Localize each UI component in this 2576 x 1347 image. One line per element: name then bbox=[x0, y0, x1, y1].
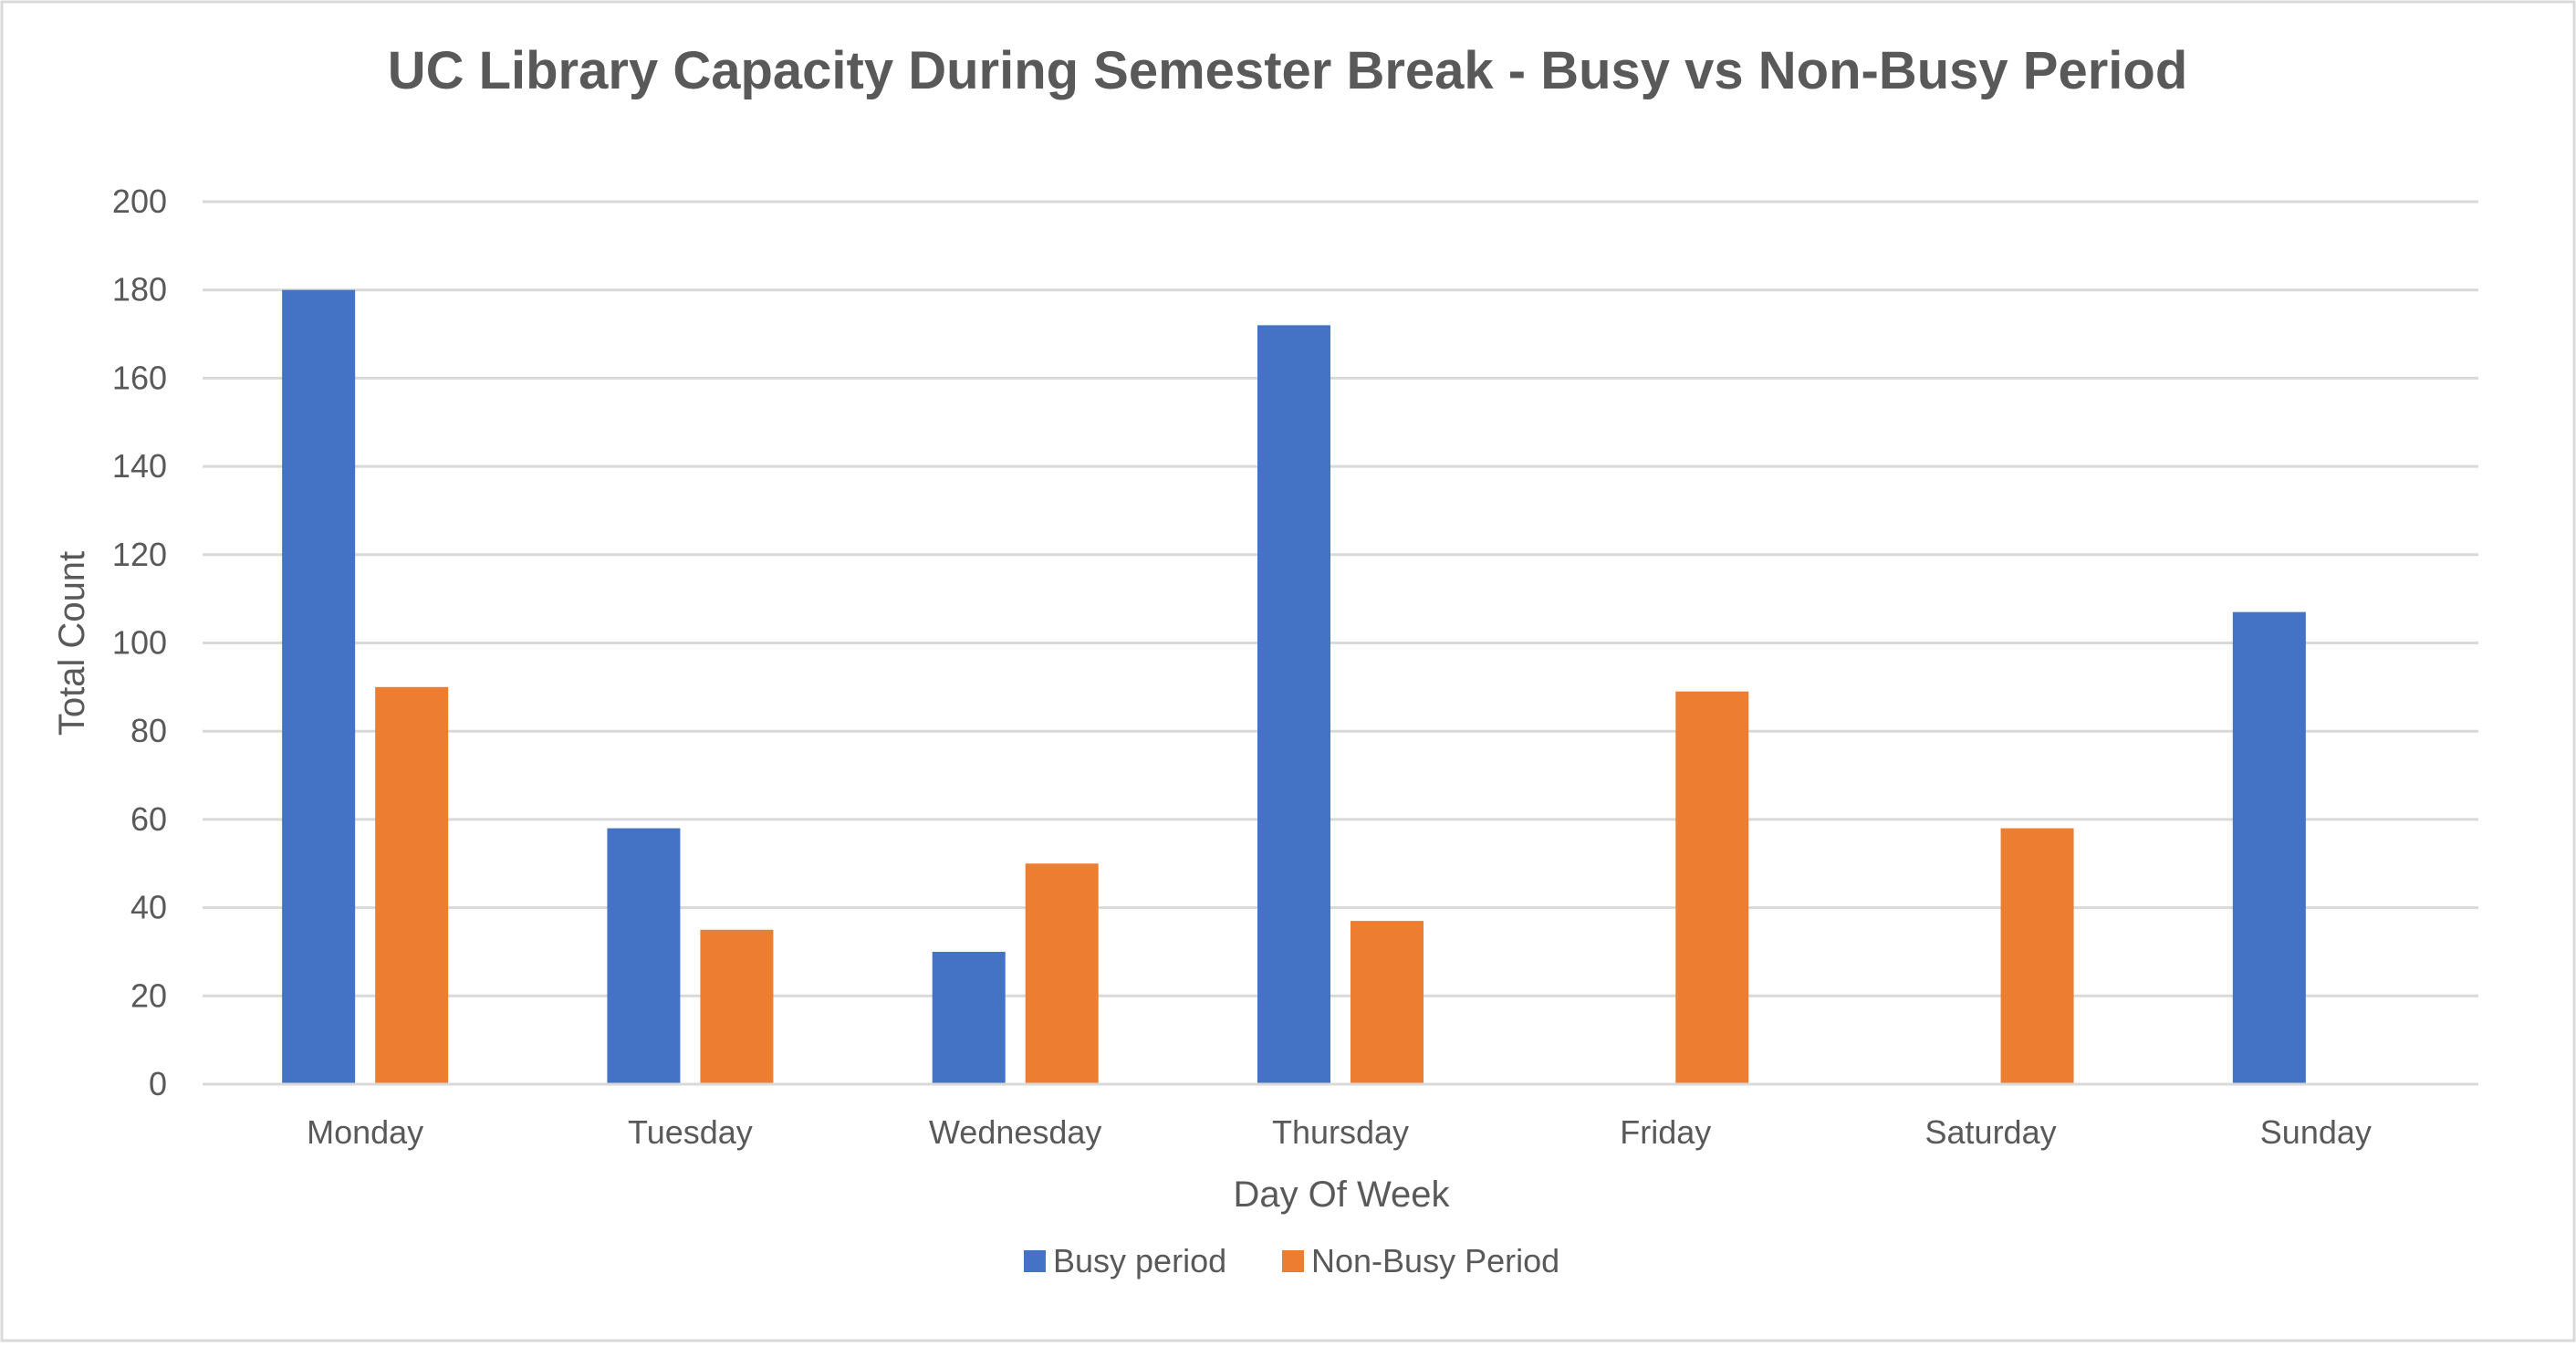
y-tick-label: 200 bbox=[112, 183, 167, 220]
y-tick-label: 100 bbox=[112, 624, 167, 662]
bar-non-busy-thursday bbox=[1351, 921, 1424, 1084]
bar-busy-sunday bbox=[2232, 611, 2306, 1084]
y-axis-label: Total Count bbox=[52, 551, 92, 736]
x-tick-label-friday: Friday bbox=[1620, 1113, 1711, 1151]
y-tick-label: 0 bbox=[149, 1065, 167, 1102]
legend-label-non-busy: Non-Busy Period bbox=[1311, 1242, 1559, 1279]
bar-non-busy-tuesday bbox=[700, 929, 774, 1084]
bar-non-busy-friday bbox=[1675, 691, 1749, 1084]
legend-swatch-busy bbox=[1024, 1250, 1046, 1272]
y-tick-label: 140 bbox=[112, 447, 167, 485]
x-tick-label-saturday: Saturday bbox=[1925, 1113, 2057, 1151]
x-tick-label-sunday: Sunday bbox=[2260, 1113, 2372, 1151]
x-tick-label-monday: Monday bbox=[307, 1113, 423, 1151]
y-tick-label: 120 bbox=[112, 536, 167, 573]
y-tick-label: 20 bbox=[130, 976, 167, 1014]
bar-non-busy-saturday bbox=[2000, 828, 2074, 1084]
y-tick-label: 60 bbox=[130, 800, 167, 838]
y-axis-ticks: 0 20 40 60 80 100 120 140 160 180 200 bbox=[112, 183, 167, 1102]
bar-non-busy-wednesday bbox=[1025, 863, 1099, 1084]
y-tick-label: 180 bbox=[112, 271, 167, 308]
bar-busy-tuesday bbox=[607, 828, 681, 1084]
x-axis-label: Day Of Week bbox=[1233, 1175, 1450, 1215]
x-axis-ticks: Monday Tuesday Wednesday Thursday Friday Satu… bbox=[307, 1113, 2372, 1151]
bar-busy-wednesday bbox=[932, 951, 1006, 1084]
x-tick-label-tuesday: Tuesday bbox=[628, 1113, 753, 1151]
legend: Busy period Non-Busy Period bbox=[1024, 1242, 1559, 1279]
bar-non-busy-monday bbox=[375, 686, 449, 1084]
x-tick-label-wednesday: Wednesday bbox=[929, 1113, 1101, 1151]
bar-busy-thursday bbox=[1257, 325, 1330, 1084]
bars bbox=[203, 289, 2478, 1086]
y-tick-label: 80 bbox=[130, 712, 167, 749]
legend-label-busy: Busy period bbox=[1053, 1242, 1226, 1279]
y-tick-label: 160 bbox=[112, 359, 167, 396]
bar-busy-monday bbox=[282, 289, 356, 1084]
chart-title: UC Library Capacity During Semester Brea… bbox=[388, 41, 2188, 100]
x-tick-label-thursday: Thursday bbox=[1272, 1113, 1409, 1151]
legend-swatch-non-busy bbox=[1282, 1250, 1304, 1272]
y-tick-label: 40 bbox=[130, 889, 167, 926]
